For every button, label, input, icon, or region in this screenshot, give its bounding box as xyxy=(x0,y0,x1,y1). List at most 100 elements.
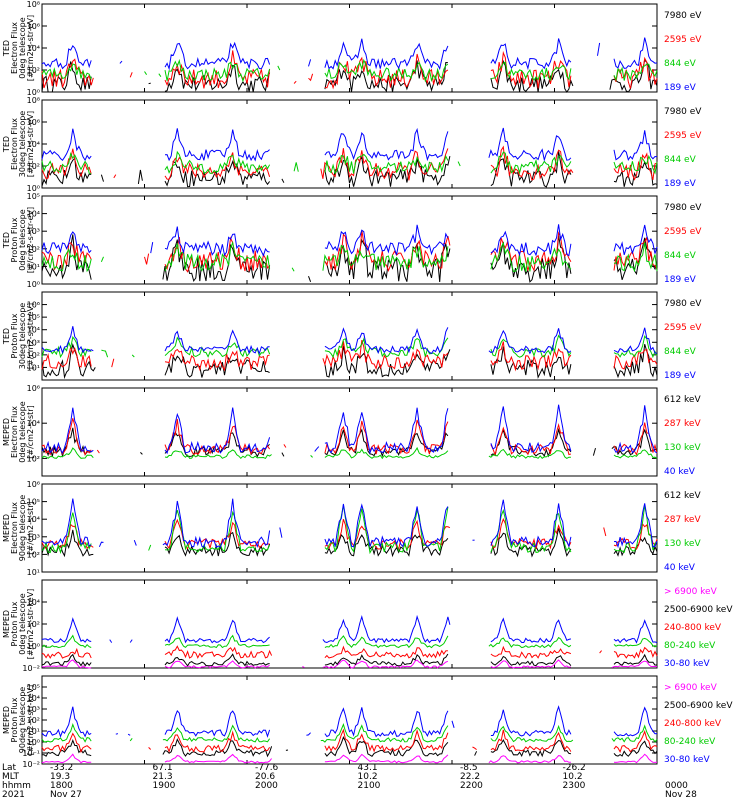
legend-entry: 189 eV xyxy=(664,371,697,381)
legend-entry: 844 eV xyxy=(664,347,697,357)
y-tick-label: 10² xyxy=(27,550,40,559)
series-line-3 xyxy=(41,722,658,743)
series-line-2 xyxy=(41,240,658,273)
y-tick-label: 10⁻² xyxy=(22,760,40,769)
legend-entry: 2500-6900 keV xyxy=(664,605,733,615)
y-tick-label: 10² xyxy=(27,716,40,725)
panel-frame xyxy=(41,579,658,669)
y-tick-label: 10¹ xyxy=(27,262,40,271)
legend-entry: 2500-6900 keV xyxy=(664,701,733,711)
panel-3: 10⁰ 10¹ 10² 10³ 10⁴ 10⁵ TED Proton Flux 0deg tel… xyxy=(2,192,702,289)
series-line-1 xyxy=(41,145,658,181)
legend-entry: 612 keV xyxy=(664,395,701,405)
y-tick-label: 10² xyxy=(27,620,40,629)
legend-entry: 240-800 keV xyxy=(664,623,722,633)
series-line-4 xyxy=(41,705,658,738)
y-axis-label: TED xyxy=(2,328,11,345)
x-axis-value: -8.5 xyxy=(460,763,478,773)
series-line-2 xyxy=(41,728,658,754)
panel-7: 10⁻² 10⁰ 10² 10⁴ MEPED Proton Flux 0deg telesc… xyxy=(2,579,733,673)
y-tick-label: 10⁶ xyxy=(27,22,40,31)
x-axis-row-label: hhmm xyxy=(2,781,31,791)
legend-entry: 2595 eV xyxy=(664,35,702,45)
y-tick-label: 10³ xyxy=(27,533,40,542)
y-axis-label: Proton Flux xyxy=(10,217,19,262)
series-line-1 xyxy=(41,50,658,90)
y-tick-label: 10⁵ xyxy=(27,498,40,507)
y-tick-label: 10⁶ xyxy=(27,384,40,393)
x-axis-row-label: Lat xyxy=(2,763,17,773)
x-axis-value: 2200 xyxy=(460,781,483,791)
y-axis-label: 0deg telescope xyxy=(18,209,27,270)
y-tick-label: 10⁸ xyxy=(27,0,40,9)
x-axis-value: 22.2 xyxy=(460,772,480,782)
y-axis-label: 0deg telescope xyxy=(18,17,27,78)
series-line-1 xyxy=(41,736,658,758)
y-axis-label: MEPED xyxy=(2,514,11,542)
legend-entry: 30-80 keV xyxy=(664,659,710,669)
y-axis-label: [#/cm2-s-str-keV] xyxy=(26,589,35,660)
legend-entry: 80-240 keV xyxy=(664,737,716,747)
y-axis-label: Electron Flux xyxy=(10,406,19,458)
series-line-2 xyxy=(41,446,658,460)
y-tick-label: 10² xyxy=(27,162,40,171)
y-axis-label: [#/cm2-s-str-eV] xyxy=(26,15,35,81)
legend-entry: 287 keV xyxy=(664,419,701,429)
series-line-4 xyxy=(41,614,658,644)
x-axis-value: 21.3 xyxy=(153,772,173,782)
y-axis-label: [#/cm2-s-str-keV] xyxy=(26,685,35,756)
y-tick-label: 10³ xyxy=(27,338,40,347)
y-axis-label: [#/cm2-s-str-eV] xyxy=(26,303,35,369)
legend-entry: 7980 eV xyxy=(664,203,702,213)
panel-1: 10⁰ 10² 10⁴ 10⁶ 10⁸ TED Electron Flux 0deg tele… xyxy=(2,0,702,97)
y-tick-label: 10¹ xyxy=(27,363,40,372)
series-line-2 xyxy=(41,334,658,359)
y-axis-label: Proton Flux xyxy=(10,313,19,358)
series-line-0 xyxy=(41,753,658,764)
legend-entry: 240-800 keV xyxy=(664,719,722,729)
y-axis-label: 0deg telescope xyxy=(18,593,27,654)
y-tick-label: 10⁴ xyxy=(27,44,40,53)
x-axis-value: 19.3 xyxy=(50,772,70,782)
y-axis-label: 30deg telescope xyxy=(18,111,27,178)
series-line-1 xyxy=(41,653,658,667)
y-axis-label: 0deg telescope xyxy=(18,401,27,462)
y-tick-label: 10⁸ xyxy=(27,96,40,105)
y-tick-label: 10³ xyxy=(27,227,40,236)
y-tick-label: 10² xyxy=(27,454,40,463)
legend-entry: > 6900 keV xyxy=(664,683,718,693)
y-tick-label: 10⁶ xyxy=(27,301,40,310)
x-axis-value: 1800 xyxy=(50,781,73,791)
x-axis-value: 10.2 xyxy=(358,772,378,782)
y-tick-label: 10⁴ xyxy=(27,598,40,607)
x-axis-value: 67.1 xyxy=(153,763,173,773)
x-axis-row-label: MLT xyxy=(2,772,20,782)
series-line-2 xyxy=(41,505,658,555)
x-axis-value: -26.2 xyxy=(563,763,586,773)
legend-entry: 2595 eV xyxy=(664,323,702,333)
y-tick-label: 10¹ xyxy=(27,727,40,736)
panel-4: 10¹ 10² 10³ 10⁴ 10⁵ 10⁶ TED Proton Flux 30deg te… xyxy=(2,291,702,381)
y-axis-label: TED xyxy=(2,136,11,153)
y-axis-label: Electron Flux xyxy=(10,22,19,74)
series-line-3 xyxy=(41,326,658,356)
legend-entry: 287 keV xyxy=(664,515,701,525)
y-axis-label: MEPED xyxy=(2,610,11,638)
legend-entry: 7980 eV xyxy=(664,11,702,21)
series-line-1 xyxy=(41,340,658,372)
y-axis-label: TED xyxy=(2,40,11,57)
y-tick-label: 10⁵ xyxy=(27,192,40,201)
y-axis-label: [#/cm2-s-str] xyxy=(26,405,35,458)
legend-entry: 7980 eV xyxy=(664,107,702,117)
y-axis-label: [#/cm2-s-str-eV] xyxy=(26,111,35,177)
x-axis-value: -33.2 xyxy=(50,763,73,773)
panel-6: 10¹ 10² 10³ 10⁴ 10⁵ 10⁶ MEPED Electron Flux 90de… xyxy=(2,480,701,577)
legend-entry: 189 eV xyxy=(664,83,697,93)
y-axis-label: MEPED xyxy=(2,418,11,446)
legend-entry: 844 eV xyxy=(664,251,697,261)
x-axis-value: 20.6 xyxy=(255,772,275,782)
legend-entry: 40 keV xyxy=(664,563,696,573)
x-axis-value: -77.6 xyxy=(255,763,279,773)
y-axis-label: Proton Flux xyxy=(10,601,19,646)
